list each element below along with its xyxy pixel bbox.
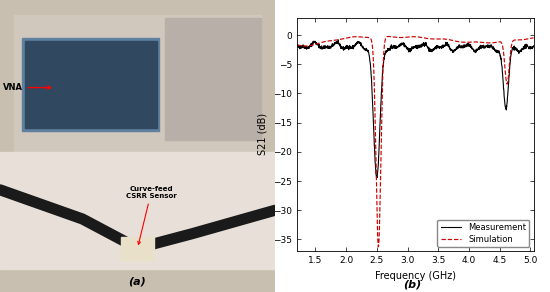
Measurement: [424, 44, 430, 47]
Text: (a): (a): [129, 276, 146, 286]
Simulation: [294, 43, 300, 47]
Simulation: [325, 39, 332, 43]
X-axis label: Frequency (GHz): Frequency (GHz): [375, 270, 456, 281]
Simulation: [333, 38, 340, 42]
Simulation: [424, 36, 430, 40]
Bar: [121, 237, 154, 260]
Bar: [165, 18, 261, 140]
Text: Curve-feed
CSRR Sensor: Curve-feed CSRR Sensor: [126, 185, 177, 244]
Bar: [14, 15, 261, 161]
Y-axis label: S21 (dB): S21 (dB): [257, 113, 268, 155]
Measurement: [374, 176, 381, 179]
Measurement: [335, 38, 342, 42]
Measurement: [419, 44, 425, 47]
Bar: [22, 38, 159, 131]
Line: Simulation: Simulation: [297, 36, 534, 247]
Simulation: [419, 36, 425, 39]
Measurement: [530, 44, 537, 48]
Measurement: [333, 40, 340, 43]
Measurement: [397, 44, 403, 47]
Measurement: [325, 45, 332, 49]
Simulation: [375, 245, 382, 248]
Simulation: [530, 36, 537, 39]
Legend: Measurement, Simulation: Measurement, Simulation: [437, 220, 529, 247]
Measurement: [373, 176, 380, 179]
Simulation: [373, 198, 380, 201]
Bar: [25, 41, 157, 128]
Text: (b): (b): [403, 279, 422, 289]
Line: Measurement: Measurement: [297, 40, 534, 178]
Bar: [0, 152, 275, 269]
Text: VNA: VNA: [3, 83, 51, 92]
Simulation: [385, 35, 392, 38]
Simulation: [397, 36, 403, 39]
Measurement: [294, 44, 300, 47]
